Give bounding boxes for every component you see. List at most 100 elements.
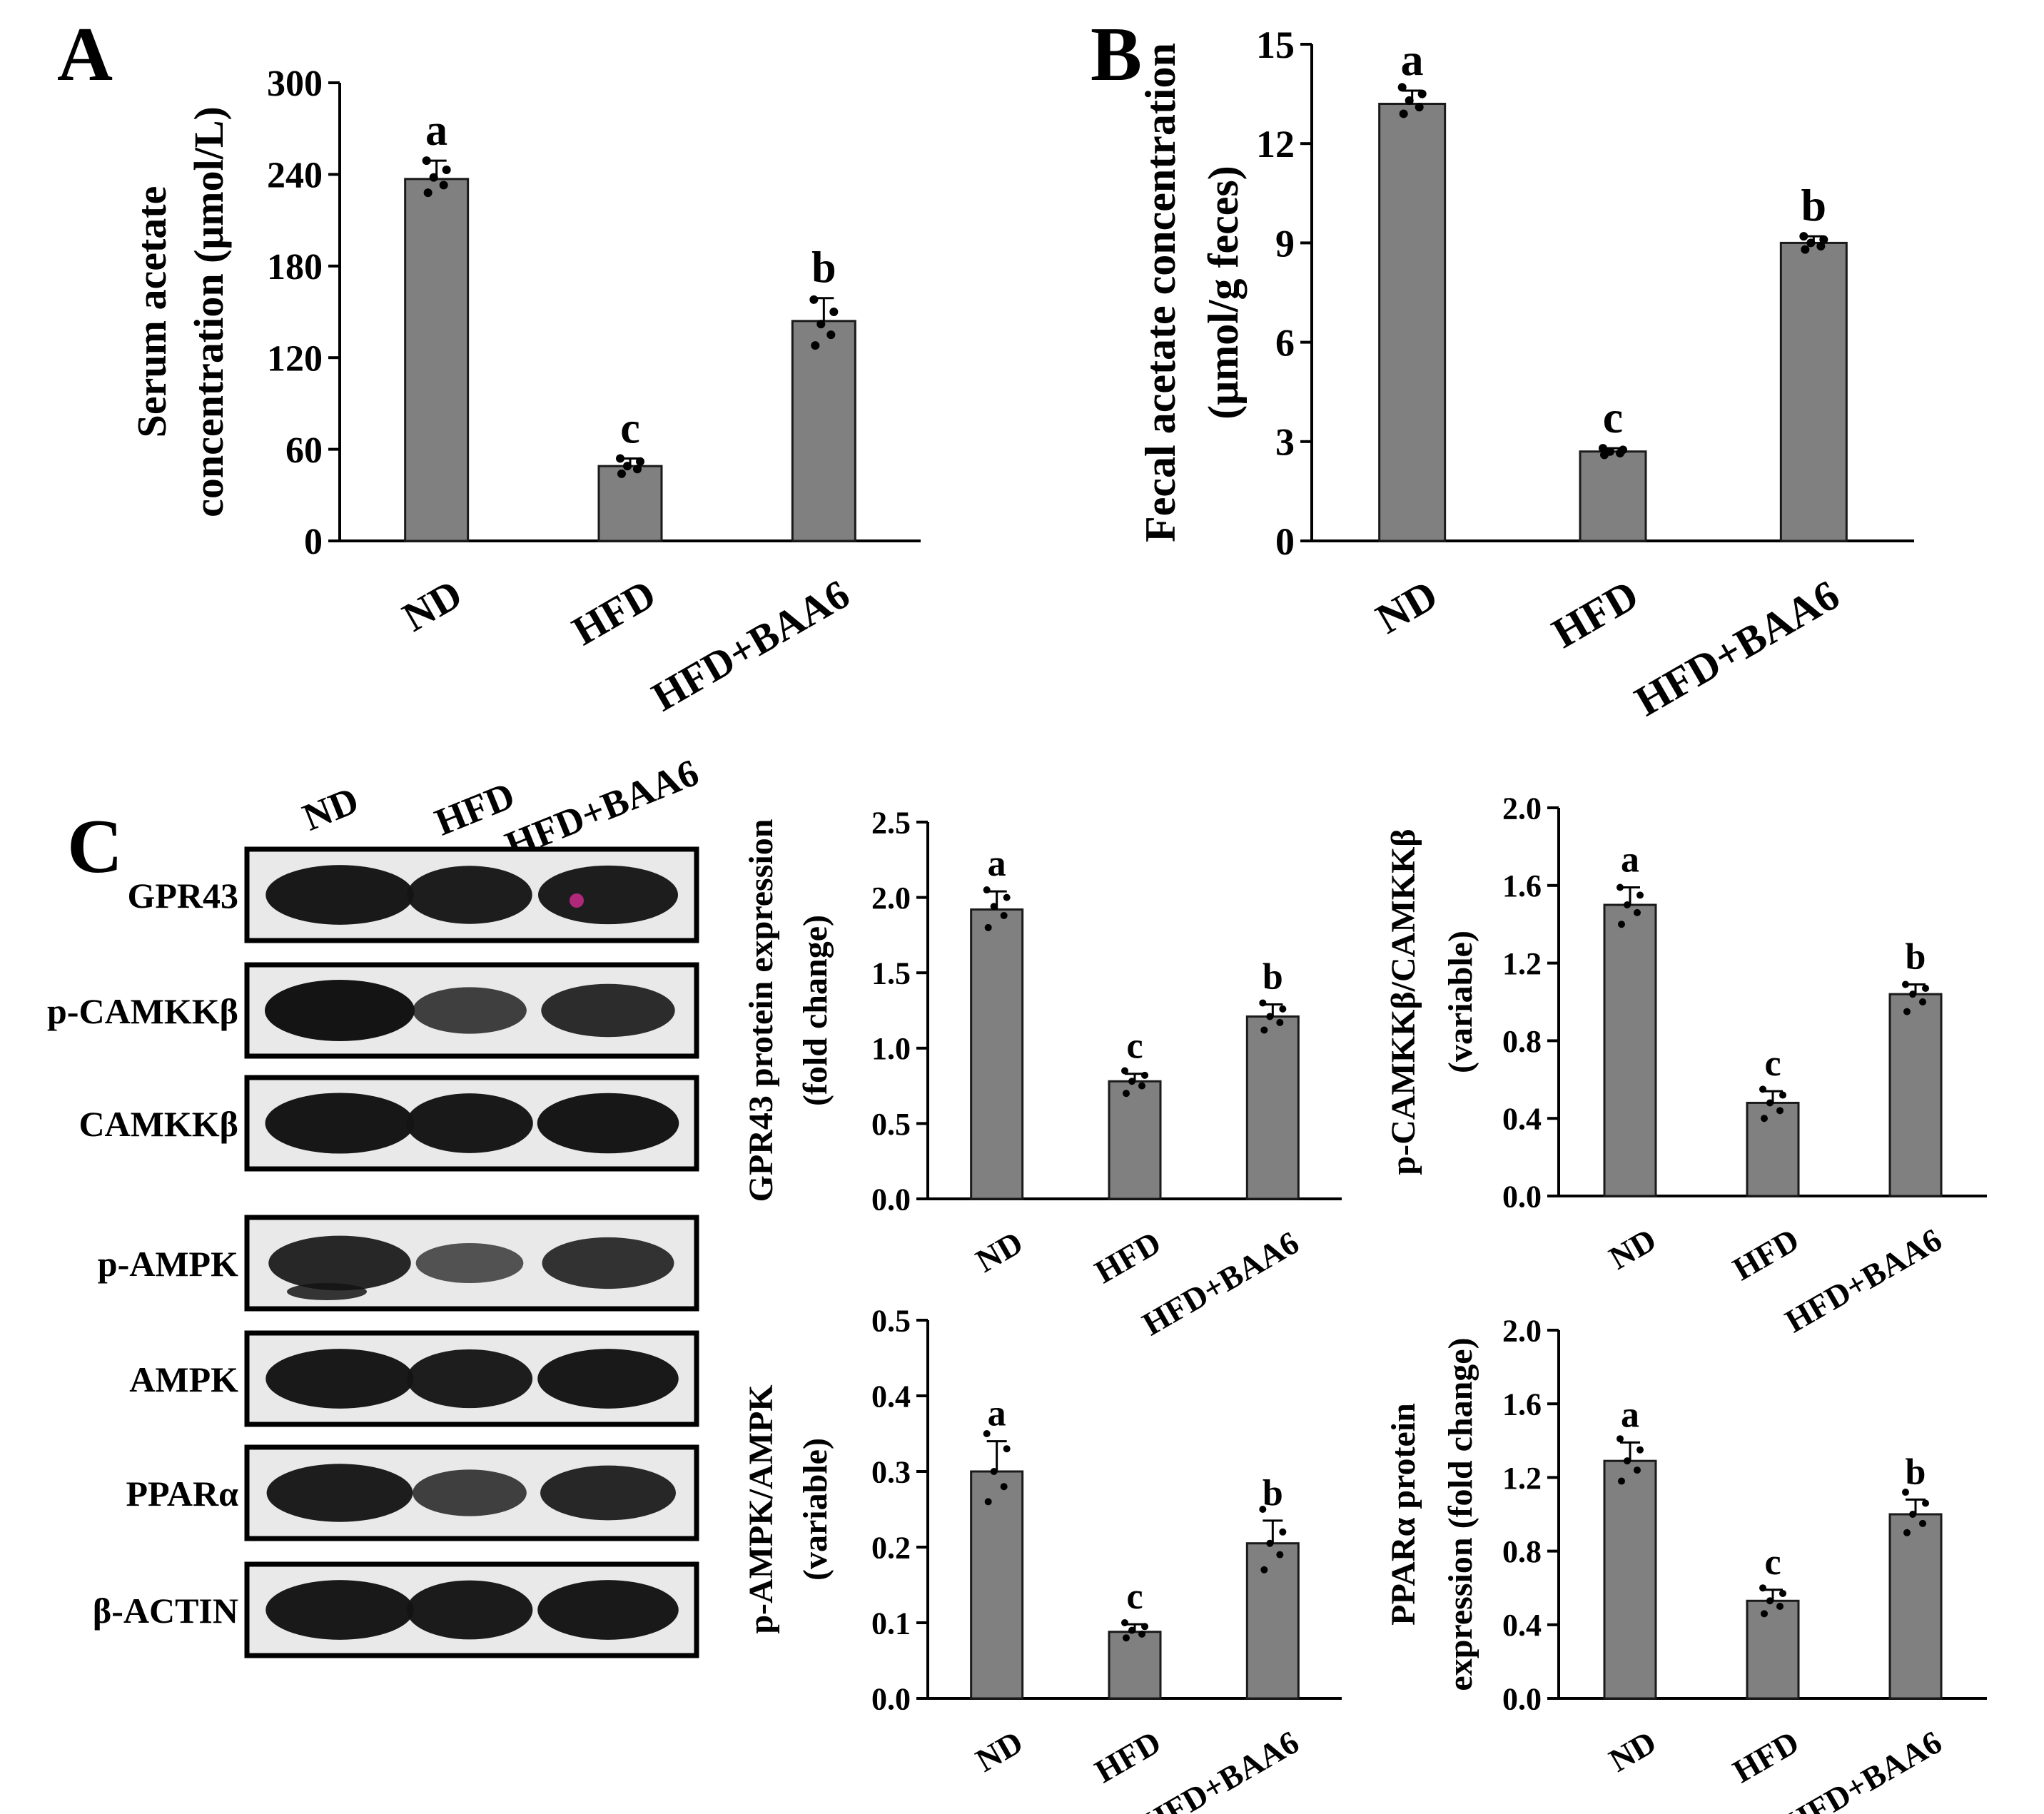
data-point [1619, 445, 1627, 455]
data-point [1138, 1630, 1145, 1638]
y-tick-label: 0.0 [871, 1182, 911, 1217]
y-axis-label: (μmol/g feces) [1200, 166, 1247, 420]
bar [1746, 1599, 1800, 1700]
category-label: HFD [1088, 1723, 1167, 1790]
blot-row: CAMKKβ [79, 1075, 699, 1172]
data-point [442, 165, 451, 174]
blot-row: PPARα [126, 1444, 699, 1541]
category-label: HFD+BAA6 [1779, 1723, 1948, 1814]
y-tick-label: 2.5 [871, 805, 911, 840]
y-tick-label: 120 [267, 338, 323, 379]
blot-row: GPR43 [127, 846, 699, 943]
bar [970, 1470, 1024, 1700]
data-point [1919, 998, 1926, 1005]
blot-band [265, 1093, 415, 1154]
y-axis-label: p-CAMKKβ/CAMKKβ [1385, 829, 1422, 1175]
data-point [1259, 1506, 1267, 1513]
y-tick-label: 0.1 [871, 1606, 911, 1641]
data-point [633, 465, 642, 474]
data-point [1276, 1551, 1284, 1559]
y-axis-label: (variable) [796, 1438, 834, 1581]
data-point [1618, 921, 1625, 928]
data-point [1922, 984, 1929, 992]
data-point [1761, 1610, 1768, 1618]
y-tick-label: 2.0 [1502, 791, 1542, 826]
blot-band [268, 1235, 411, 1291]
data-point [983, 1430, 991, 1437]
blot-band [537, 1580, 679, 1640]
y-tick-label: 60 [285, 430, 323, 471]
y-tick-label: 0.0 [1502, 1179, 1542, 1214]
category-label: ND [1603, 1723, 1662, 1778]
blot-band [541, 983, 675, 1038]
blot-band [406, 1093, 533, 1153]
y-tick-label: 0 [304, 522, 323, 562]
blot-row-label: p-CAMKKβ [47, 991, 238, 1031]
bar [1108, 1631, 1162, 1700]
data-point [1766, 1099, 1774, 1107]
y-tick-label: 3 [1275, 421, 1295, 464]
bar [970, 908, 1024, 1200]
panel-label-a: A [57, 12, 113, 97]
significance-letter: a [988, 843, 1006, 884]
significance-letter: c [1126, 1026, 1143, 1067]
y-tick-label: 12 [1256, 123, 1295, 166]
data-point [1776, 1107, 1784, 1115]
blot-band [407, 866, 532, 924]
data-point [1766, 1597, 1774, 1605]
data-point [984, 923, 992, 931]
data-point [1801, 245, 1810, 254]
y-tick-label: 0.0 [1502, 1681, 1542, 1716]
data-point [1617, 1435, 1624, 1443]
blot-row-label: p-AMPK [98, 1244, 238, 1284]
data-point [1279, 1528, 1287, 1536]
y-tick-label: 2.0 [871, 881, 911, 916]
data-point [1759, 1584, 1766, 1592]
significance-letter: c [1603, 392, 1623, 442]
category-label: ND [395, 570, 470, 640]
blot-band [265, 980, 415, 1041]
category-label: HFD+BAA6 [1136, 1224, 1305, 1342]
significance-letter: b [1263, 1473, 1283, 1514]
y-tick-label: 1.5 [871, 956, 911, 991]
y-axis-label: concentration (μmol/L) [186, 106, 232, 517]
data-point [1903, 1529, 1911, 1536]
blot-band [265, 865, 414, 925]
y-axis-label: (variable) [1442, 931, 1479, 1073]
data-point [1417, 89, 1427, 98]
blot-row-label: β-ACTIN [93, 1591, 238, 1631]
blot-row-label: GPR43 [127, 876, 238, 916]
data-point [1123, 1090, 1130, 1098]
data-point [809, 295, 819, 304]
data-point [1902, 981, 1909, 988]
y-tick-label: 240 [267, 156, 323, 196]
category-label: HFD [1726, 1723, 1805, 1790]
category-label: ND [1368, 571, 1445, 642]
data-point [1000, 911, 1008, 919]
data-point [811, 341, 820, 350]
significance-letter: b [1801, 180, 1827, 230]
category-label: HFD+BAA6 [1779, 1221, 1948, 1339]
y-axis-label: Serum acetate [128, 186, 175, 438]
blot-band [540, 1465, 676, 1521]
data-point [816, 320, 826, 329]
data-point [1141, 1071, 1148, 1079]
y-tick-label: 0 [1275, 520, 1295, 563]
data-point [1617, 883, 1624, 891]
significance-letter: a [425, 106, 447, 155]
bar [1245, 1542, 1300, 1700]
category-label: HFD [1544, 571, 1646, 657]
blot-band [406, 1349, 533, 1409]
data-point [1779, 1589, 1786, 1597]
bar [1603, 1459, 1657, 1700]
chart-fecal-acetate: 0 3 6 9 12 15 Fecal acetate concentration (μmol… [1137, 24, 1914, 725]
y-tick-label: 0.2 [871, 1530, 911, 1565]
bar [1579, 450, 1647, 542]
data-point [1141, 1623, 1148, 1631]
bar [1746, 1101, 1800, 1197]
data-point [1123, 1634, 1130, 1642]
category-label: HFD [1726, 1221, 1805, 1287]
data-point [1599, 444, 1607, 453]
y-axis-label: Fecal acetate concentration [1137, 43, 1184, 542]
blot-band [413, 987, 527, 1034]
